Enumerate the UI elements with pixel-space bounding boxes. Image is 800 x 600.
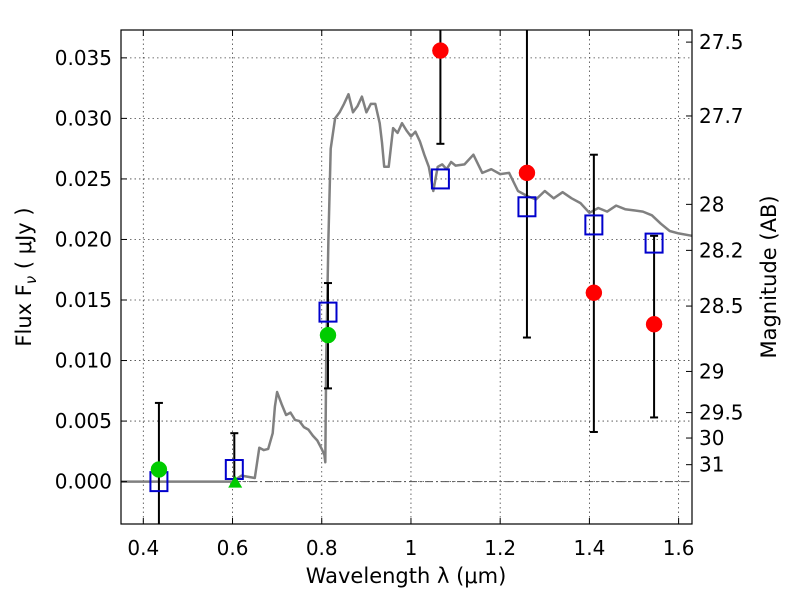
y-tick-label: 0.025 — [55, 167, 112, 191]
error-bars — [154, 30, 659, 524]
y-tick-label: 0.005 — [55, 409, 112, 433]
red-circle-marker — [518, 164, 536, 182]
green-triangle-marker — [228, 475, 243, 488]
y2-tick-label: 28.5 — [699, 294, 744, 318]
data-markers — [149, 42, 664, 493]
y2-tick-label: 31 — [699, 453, 724, 477]
y-tick-label: 0.030 — [55, 106, 112, 130]
y-axis-title-main: Flux F — [12, 284, 36, 346]
x-tick-label: 1 — [405, 536, 418, 560]
y-tick-label: 0.010 — [55, 349, 112, 373]
red-circle-marker — [645, 315, 663, 333]
sed-model-line — [121, 92, 693, 483]
y2-tick-label: 30 — [699, 426, 724, 450]
green-circle-marker — [150, 461, 168, 478]
square-marker — [644, 232, 664, 254]
red-circle-marker — [432, 42, 449, 59]
y2-tick-label: 27.7 — [699, 104, 744, 128]
square-marker — [430, 168, 450, 190]
y-axis-title: Flux Fν ( μJy ) — [12, 207, 40, 346]
plot-frame — [120, 29, 693, 525]
ticks: 0.4 0.6 0.8 1 1.2 1.4 1.6 0.000 0.005 0.010 0.015 0… — [55, 30, 744, 560]
y2-tick-label: 28.2 — [699, 238, 744, 262]
y-tick-label: 0.035 — [55, 46, 112, 70]
x-tick-label: 1.2 — [484, 536, 516, 560]
x-tick-label: 1.4 — [573, 536, 605, 560]
y-tick-label: 0.015 — [55, 288, 112, 312]
y-axis-title-unit: ( μJy ) — [12, 207, 36, 275]
square-marker — [318, 301, 338, 323]
x-tick-label: 1.6 — [663, 536, 695, 560]
x-tick-label: 0.4 — [127, 536, 159, 560]
green-circle-marker — [319, 326, 337, 344]
y2-tick-label: 29.5 — [699, 401, 744, 425]
square-marker — [517, 196, 537, 218]
x-axis-title: Wavelength λ (μm) — [306, 564, 507, 588]
y2-tick-label: 29 — [699, 359, 724, 383]
square-marker — [584, 214, 604, 236]
y2-tick-label: 28 — [699, 192, 724, 216]
y2-axis-title: Magnitude (AB) — [757, 195, 781, 358]
sed-model-curve — [121, 92, 693, 483]
grid — [121, 30, 692, 524]
red-circle-marker — [585, 284, 603, 301]
x-tick-label: 0.6 — [217, 536, 249, 560]
y-tick-label: 0.000 — [55, 470, 112, 494]
y-axis-title-sub: ν — [22, 276, 40, 284]
x-tick-label: 0.8 — [306, 536, 338, 560]
y2-tick-label: 27.5 — [699, 30, 744, 54]
y-tick-label: 0.020 — [55, 227, 112, 251]
